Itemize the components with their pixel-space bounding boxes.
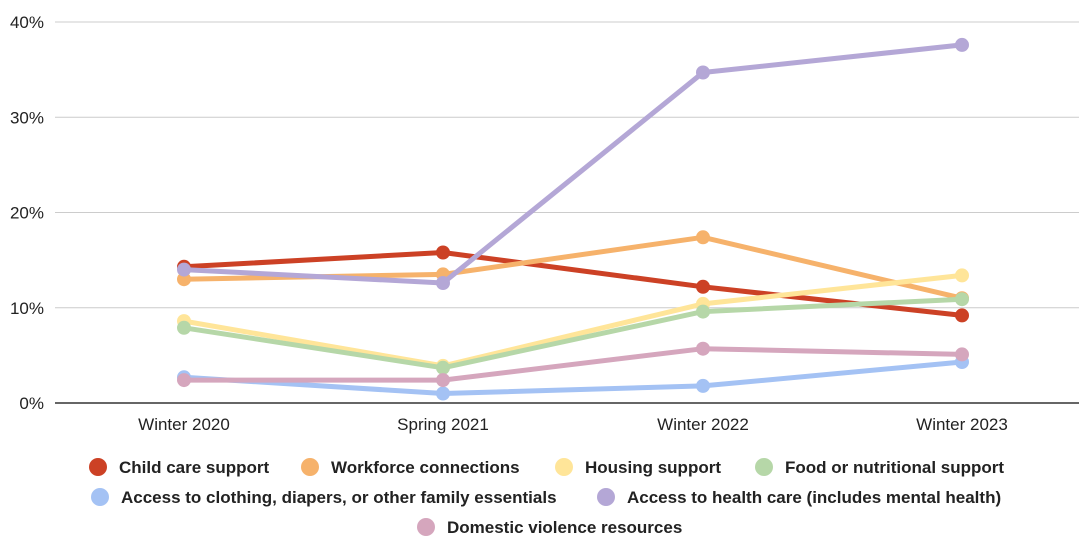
data-point <box>436 373 450 388</box>
legend-item: Food or nutritional support <box>755 458 1004 477</box>
series-lines <box>177 37 969 401</box>
legend: Child care support Workforce connections H… <box>89 458 1004 537</box>
data-point <box>177 373 191 388</box>
gridlines <box>55 21 1079 404</box>
data-point <box>696 279 710 294</box>
x-tick-label: Spring 2021 <box>397 415 489 434</box>
data-point <box>696 230 710 245</box>
data-point <box>436 245 450 260</box>
series-housing-support <box>177 268 969 373</box>
data-point <box>177 320 191 335</box>
legend-label: Food or nutritional support <box>785 458 1004 477</box>
legend-item: Child care support <box>89 458 270 477</box>
data-point <box>955 347 969 362</box>
data-point <box>955 37 969 52</box>
legend-swatch <box>755 458 773 476</box>
data-point <box>436 386 450 401</box>
legend-item: Housing support <box>555 458 721 477</box>
legend-swatch <box>91 488 109 506</box>
x-axis-tick-labels: Winter 2020 Spring 2021 Winter 2022 Winter … <box>138 415 1008 434</box>
series-line <box>181 359 965 396</box>
series-domestic-violence-resources <box>177 341 969 388</box>
y-axis-tick-labels: 0% 10% 20% 30% 40% <box>10 13 44 413</box>
legend-label: Workforce connections <box>331 458 520 477</box>
x-tick-label: Winter 2020 <box>138 415 230 434</box>
x-tick-label: Winter 2023 <box>916 415 1008 434</box>
data-point <box>696 304 710 319</box>
data-point <box>436 360 450 375</box>
data-point <box>696 341 710 356</box>
y-tick-label: 20% <box>10 204 44 223</box>
data-point <box>177 272 191 287</box>
legend-item: Workforce connections <box>301 458 520 477</box>
legend-swatch <box>597 488 615 506</box>
legend-swatch <box>301 458 319 476</box>
legend-label: Domestic violence resources <box>447 518 682 537</box>
x-tick-label: Winter 2022 <box>657 415 749 434</box>
series-line <box>181 296 965 371</box>
data-point <box>696 378 710 393</box>
y-tick-label: 30% <box>10 108 44 127</box>
legend-swatch <box>555 458 573 476</box>
data-point <box>436 276 450 290</box>
series-line <box>181 250 965 318</box>
legend-item: Access to clothing, diapers, or other fa… <box>91 488 557 507</box>
legend-label: Access to health care (includes mental h… <box>627 488 1001 507</box>
legend-item: Access to health care (includes mental h… <box>597 488 1001 507</box>
data-point <box>696 65 710 80</box>
series-line <box>181 272 965 369</box>
legend-swatch <box>417 518 435 536</box>
series-line <box>181 42 965 286</box>
y-tick-label: 10% <box>10 299 44 318</box>
series-food-or-nutritional-support <box>177 292 969 375</box>
series-access-to-health-care-includes-mental-health <box>177 37 969 290</box>
legend-label: Access to clothing, diapers, or other fa… <box>121 488 557 507</box>
data-point <box>177 262 191 277</box>
series-line <box>181 346 965 383</box>
legend-swatch <box>89 458 107 476</box>
data-point <box>955 308 969 323</box>
legend-item: Domestic violence resources <box>417 518 682 537</box>
y-tick-label: 40% <box>10 13 44 32</box>
data-point <box>955 292 969 307</box>
y-tick-label: 0% <box>19 394 44 413</box>
legend-label: Child care support <box>119 458 270 477</box>
data-point <box>955 268 969 283</box>
legend-label: Housing support <box>585 458 721 477</box>
